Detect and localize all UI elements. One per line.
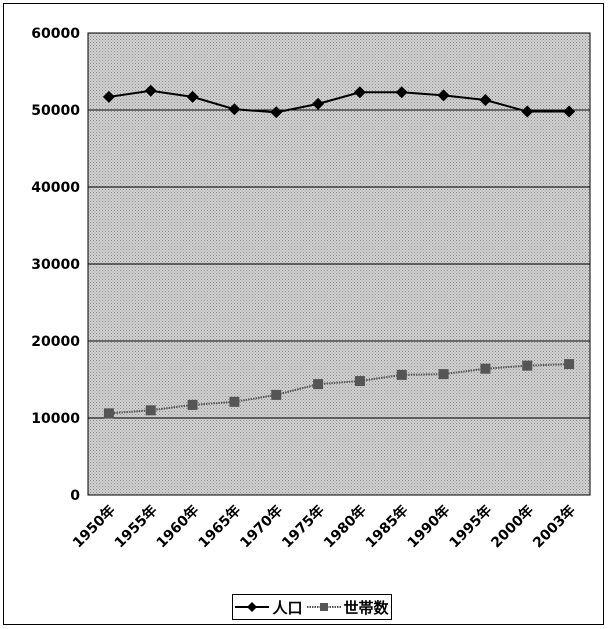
x-tick-label: 1985年 bbox=[362, 502, 411, 551]
legend-item-population: 人口 bbox=[235, 597, 303, 618]
data-point bbox=[144, 84, 157, 97]
y-tick-label: 20000 bbox=[31, 334, 80, 350]
data-point bbox=[228, 103, 241, 116]
data-point bbox=[479, 93, 492, 106]
legend-item-households: 世帯数 bbox=[306, 597, 389, 618]
x-tick-label: 1950年 bbox=[69, 502, 118, 551]
legend: 人口 世帯数 bbox=[232, 594, 392, 620]
y-tick-label: 0 bbox=[70, 488, 80, 504]
data-point bbox=[271, 389, 282, 400]
data-point bbox=[563, 105, 576, 118]
data-point bbox=[102, 90, 115, 103]
data-point bbox=[145, 405, 156, 416]
data-point bbox=[354, 376, 365, 387]
data-point bbox=[229, 396, 240, 407]
data-point bbox=[395, 86, 408, 99]
data-point bbox=[312, 97, 325, 110]
data-point bbox=[438, 369, 449, 380]
x-tick-label: 2000年 bbox=[488, 502, 537, 551]
data-point bbox=[186, 90, 199, 103]
data-point bbox=[564, 359, 575, 370]
data-point bbox=[522, 360, 533, 371]
x-tick-label: 1995年 bbox=[446, 502, 495, 551]
x-tick-label: 1975年 bbox=[278, 502, 327, 551]
y-axis-ticks: 0 10000 20000 30000 40000 50000 60000 bbox=[31, 26, 80, 504]
data-point bbox=[103, 408, 114, 419]
gridlines bbox=[88, 109, 590, 419]
x-tick-label: 1955年 bbox=[111, 502, 160, 551]
y-tick-label: 30000 bbox=[31, 257, 80, 273]
data-point bbox=[187, 399, 198, 410]
data-point bbox=[270, 106, 283, 119]
series-line bbox=[108, 89, 570, 114]
data-point bbox=[353, 86, 366, 99]
y-tick-label: 40000 bbox=[31, 180, 80, 196]
x-tick-label: 1980年 bbox=[320, 502, 369, 551]
data-point bbox=[437, 89, 450, 102]
square-marker-icon bbox=[306, 603, 341, 611]
legend-label-households: 世帯数 bbox=[343, 598, 389, 617]
legend-label-population: 人口 bbox=[272, 598, 303, 617]
x-tick-label: 2003年 bbox=[529, 502, 578, 551]
data-point bbox=[313, 379, 324, 390]
data-point bbox=[521, 105, 534, 118]
y-tick-label: 10000 bbox=[31, 411, 80, 427]
x-tick-label: 1970年 bbox=[237, 502, 286, 551]
diamond-marker-icon bbox=[235, 602, 270, 612]
data-point bbox=[396, 369, 407, 380]
x-tick-label: 1965年 bbox=[195, 502, 244, 551]
series-lines bbox=[102, 84, 576, 419]
x-tick-label: 1990年 bbox=[404, 502, 453, 551]
series-line bbox=[108, 363, 570, 415]
data-point bbox=[480, 363, 491, 374]
y-tick-label: 60000 bbox=[31, 26, 80, 42]
x-tick-label: 1960年 bbox=[153, 502, 202, 551]
y-tick-label: 50000 bbox=[31, 103, 80, 119]
x-axis-ticks: 1950年1955年1960年1965年1970年1975年1980年1985年… bbox=[69, 502, 579, 551]
